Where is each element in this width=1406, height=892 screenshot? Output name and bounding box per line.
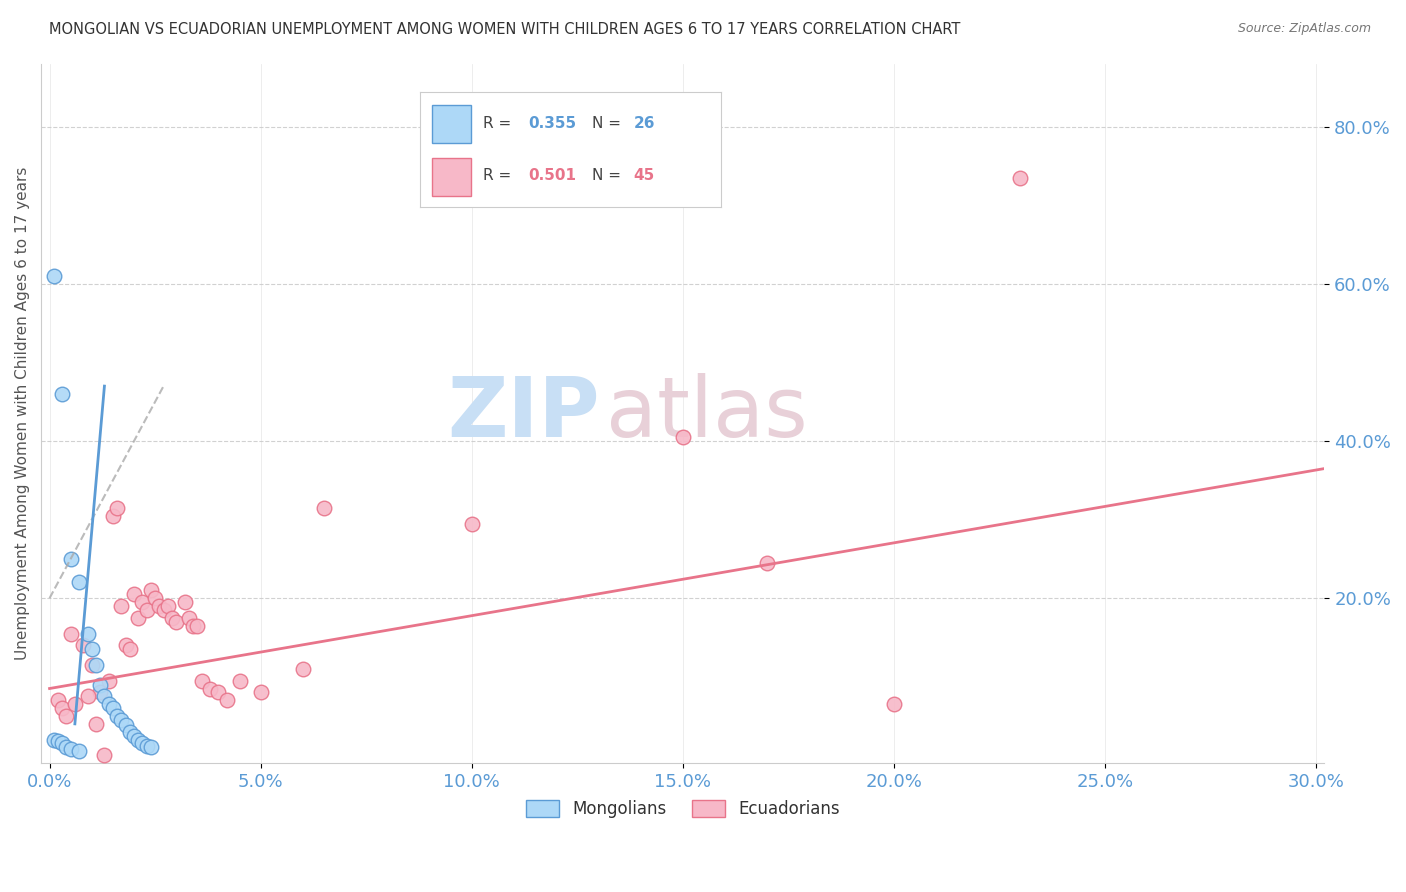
- Point: [76, 690, 98, 704]
- Point: [122, 587, 145, 601]
- Point: [89, 685, 111, 699]
- Point: [51, 701, 73, 715]
- Point: [165, 615, 187, 629]
- Point: [131, 595, 153, 609]
- Point: [198, 681, 221, 696]
- Text: atlas: atlas: [606, 373, 807, 454]
- Point: [122, 729, 145, 743]
- Point: [127, 732, 149, 747]
- Point: [84, 657, 107, 672]
- Point: [89, 677, 111, 691]
- Point: [215, 693, 238, 707]
- Text: Source: ZipAtlas.com: Source: ZipAtlas.com: [1237, 22, 1371, 36]
- Point: [207, 685, 229, 699]
- Point: [156, 599, 179, 613]
- Point: [228, 673, 250, 688]
- Point: [110, 599, 132, 613]
- Point: [672, 430, 695, 444]
- Text: MONGOLIAN VS ECUADORIAN UNEMPLOYMENT AMONG WOMEN WITH CHILDREN AGES 6 TO 17 YEAR: MONGOLIAN VS ECUADORIAN UNEMPLOYMENT AMO…: [49, 22, 960, 37]
- Point: [883, 697, 905, 711]
- Point: [114, 638, 136, 652]
- Point: [143, 591, 166, 606]
- Point: [127, 611, 149, 625]
- Point: [93, 690, 115, 704]
- Point: [67, 575, 90, 590]
- Point: [1010, 170, 1032, 185]
- Point: [152, 603, 174, 617]
- Point: [190, 673, 212, 688]
- Point: [80, 642, 103, 657]
- Point: [139, 740, 162, 755]
- Point: [139, 583, 162, 598]
- Point: [460, 516, 482, 531]
- Point: [55, 740, 77, 755]
- Point: [72, 638, 94, 652]
- Point: [67, 744, 90, 758]
- Point: [173, 595, 195, 609]
- Point: [186, 618, 208, 632]
- Point: [97, 697, 120, 711]
- Point: [63, 697, 86, 711]
- Point: [55, 709, 77, 723]
- Point: [148, 599, 170, 613]
- Point: [312, 500, 335, 515]
- Point: [80, 657, 103, 672]
- Point: [76, 626, 98, 640]
- Point: [93, 748, 115, 763]
- Y-axis label: Unemployment Among Women with Children Ages 6 to 17 years: Unemployment Among Women with Children A…: [15, 167, 30, 660]
- Point: [131, 737, 153, 751]
- Point: [118, 724, 141, 739]
- Legend: Mongolians, Ecuadorians: Mongolians, Ecuadorians: [519, 793, 846, 825]
- Point: [177, 611, 200, 625]
- Point: [160, 611, 183, 625]
- Point: [97, 673, 120, 688]
- Point: [46, 734, 69, 748]
- Point: [291, 662, 314, 676]
- Point: [46, 693, 69, 707]
- Point: [181, 618, 204, 632]
- Point: [756, 556, 779, 570]
- Point: [59, 742, 82, 756]
- Point: [101, 701, 124, 715]
- Point: [59, 626, 82, 640]
- Point: [51, 737, 73, 751]
- Point: [101, 508, 124, 523]
- Point: [118, 642, 141, 657]
- Point: [42, 269, 65, 284]
- Point: [249, 685, 271, 699]
- Point: [114, 718, 136, 732]
- Point: [105, 709, 128, 723]
- Point: [135, 739, 157, 753]
- Point: [42, 732, 65, 747]
- Point: [51, 387, 73, 401]
- Point: [84, 716, 107, 731]
- Point: [110, 713, 132, 727]
- Point: [59, 552, 82, 566]
- Text: ZIP: ZIP: [447, 373, 599, 454]
- Point: [135, 603, 157, 617]
- Point: [105, 500, 128, 515]
